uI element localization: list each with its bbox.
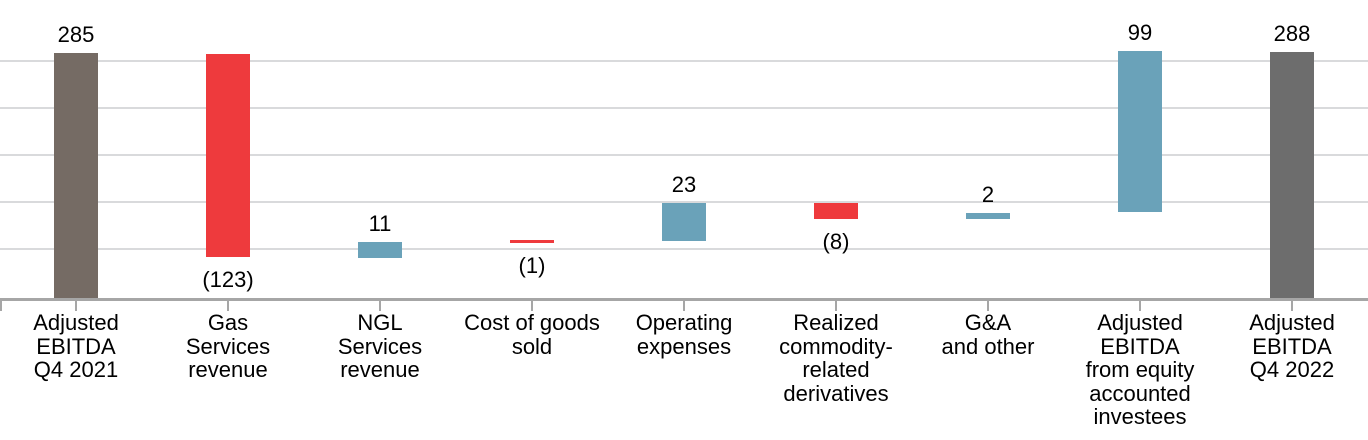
bar-adjusted-ebitda-q4-2022 bbox=[1270, 52, 1314, 298]
x-axis-line bbox=[0, 298, 1368, 301]
category-label-adjusted-ebitda-q4-2021: Adjusted EBITDA Q4 2021 bbox=[33, 310, 119, 382]
bar-adjusted-ebitda-q4-2021 bbox=[54, 53, 98, 298]
value-label-adjusted-ebitda-q4-2021: 285 bbox=[57, 22, 95, 47]
category-label-gas-services-revenue: Gas Services revenue bbox=[185, 310, 271, 382]
axis-tick bbox=[379, 301, 381, 311]
bar-ebitda-equity-investees bbox=[1118, 51, 1162, 212]
gridline bbox=[0, 201, 1368, 203]
axis-tick bbox=[835, 301, 837, 311]
axis-tick bbox=[987, 301, 989, 311]
category-label-ngl-services-revenue: NGL Services revenue bbox=[337, 310, 423, 382]
axis-tick bbox=[75, 301, 77, 311]
value-label-realized-commodity-derivatives: (8) bbox=[822, 229, 850, 254]
gridline bbox=[0, 60, 1368, 62]
axis-tick bbox=[531, 301, 533, 311]
value-label-cost-of-goods-sold: (1) bbox=[518, 253, 546, 278]
axis-tick bbox=[0, 301, 2, 311]
category-label-realized-commodity-derivatives: Realized commodity- related derivatives bbox=[779, 310, 893, 406]
value-label-gas-services-revenue: (123) bbox=[202, 267, 254, 292]
gridline bbox=[0, 107, 1368, 109]
axis-tick bbox=[683, 301, 685, 311]
gridline bbox=[0, 154, 1368, 156]
category-label-operating-expenses: Operating expenses bbox=[635, 310, 733, 359]
category-label-ga-and-other: G&A and other bbox=[941, 310, 1035, 359]
value-label-operating-expenses: 23 bbox=[671, 172, 697, 197]
axis-tick bbox=[227, 301, 229, 311]
value-label-ebitda-equity-investees: 99 bbox=[1127, 20, 1153, 45]
value-label-ga-and-other: 2 bbox=[981, 182, 995, 207]
axis-tick bbox=[1291, 301, 1293, 311]
bar-ngl-services-revenue bbox=[358, 242, 402, 258]
category-label-ebitda-equity-investees: Adjusted EBITDA from equity accounted in… bbox=[1085, 310, 1195, 429]
category-label-adjusted-ebitda-q4-2022: Adjusted EBITDA Q4 2022 bbox=[1249, 310, 1335, 382]
bar-cost-of-goods-sold bbox=[510, 240, 554, 243]
value-label-ngl-services-revenue: 11 bbox=[368, 211, 392, 236]
bar-operating-expenses bbox=[662, 203, 706, 241]
bar-gas-services-revenue bbox=[206, 54, 250, 257]
axis-tick bbox=[1139, 301, 1141, 311]
gridline bbox=[0, 248, 1368, 250]
bar-ga-and-other bbox=[966, 213, 1010, 219]
category-label-cost-of-goods-sold: Cost of goods sold bbox=[464, 310, 600, 359]
value-label-adjusted-ebitda-q4-2022: 288 bbox=[1273, 21, 1311, 46]
bar-realized-commodity-derivatives bbox=[814, 203, 858, 219]
